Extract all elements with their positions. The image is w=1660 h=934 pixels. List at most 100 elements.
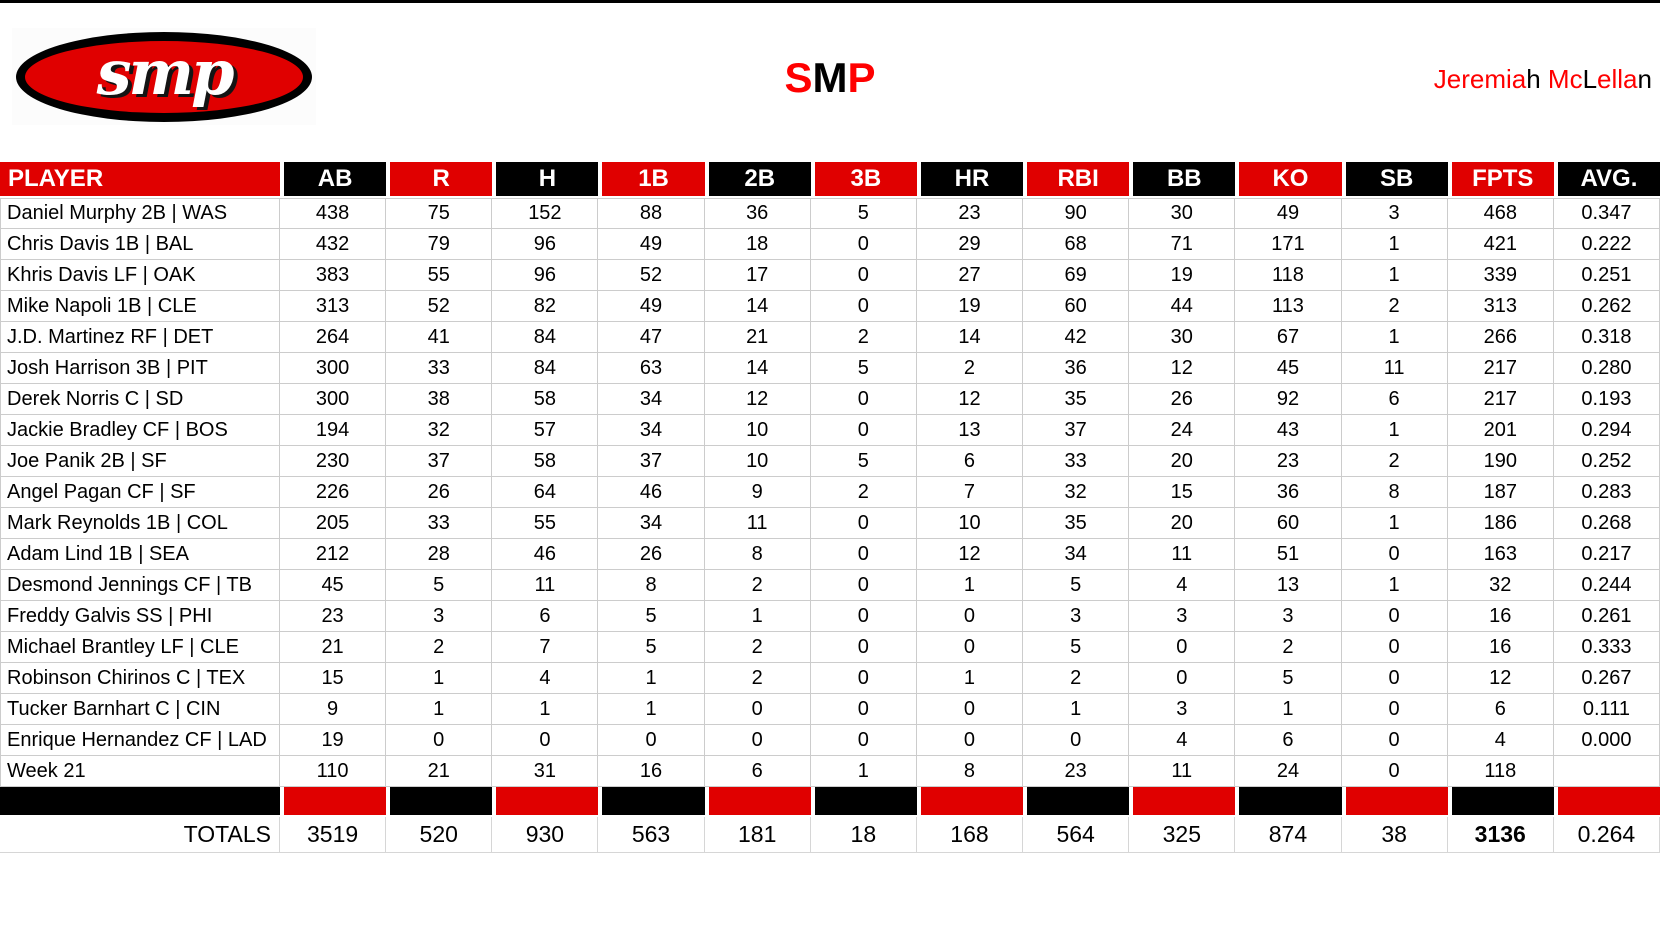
stat-cell-sb: 1	[1341, 570, 1448, 601]
stat-cell-sb: 8	[1341, 477, 1448, 508]
stat-cell-sb: 1	[1341, 229, 1448, 260]
stat-cell-3b: 0	[810, 384, 917, 415]
stat-cell-hr: 14	[916, 322, 1024, 353]
text-segment: Mc	[1540, 64, 1583, 94]
stat-cell-ko: 67	[1235, 322, 1342, 353]
stat-cell-avg: 0.262	[1553, 291, 1660, 322]
stat-cell-h: 31	[492, 756, 599, 787]
stat-cell-rbi: 5	[1023, 632, 1130, 663]
stat-cell-h: 46	[492, 539, 599, 570]
stat-cell-r: 26	[386, 477, 493, 508]
stat-cell-hr: 12	[916, 384, 1024, 415]
stat-cell-h: 57	[492, 415, 599, 446]
totals-cell-h: 930	[492, 817, 599, 853]
stat-cell-ab: 212	[280, 539, 387, 570]
stat-cell-fpts: 468	[1447, 198, 1554, 229]
stat-cell-3b: 0	[810, 539, 917, 570]
stat-cell-ab: 205	[280, 508, 387, 539]
stat-cell-3b: 0	[810, 415, 917, 446]
stat-cell-1b: 34	[598, 415, 705, 446]
stat-cell-2b: 2	[704, 570, 811, 601]
stat-cell-hr: 1	[916, 663, 1024, 694]
stripe-cell	[492, 787, 599, 817]
stat-cell-hr: 6	[916, 446, 1024, 477]
stat-cell-ko: 3	[1235, 601, 1342, 632]
stat-cell-bb: 24	[1129, 415, 1236, 446]
stat-cell-3b: 0	[810, 601, 917, 632]
stat-cell-rbi: 34	[1023, 539, 1130, 570]
stat-cell-2b: 6	[704, 756, 811, 787]
stat-cell-r: 5	[386, 570, 493, 601]
stat-cell-hr: 0	[916, 601, 1024, 632]
stripe-cell	[916, 787, 1024, 817]
stat-cell-hr: 2	[916, 353, 1024, 384]
stat-cell-bb: 30	[1129, 198, 1236, 229]
stat-cell-avg: 0.318	[1553, 322, 1660, 353]
stripe-cell	[1553, 787, 1660, 817]
stat-cell-h: 84	[492, 353, 599, 384]
stat-cell-avg: 0.268	[1553, 508, 1660, 539]
stat-cell-sb: 1	[1341, 260, 1448, 291]
stat-cell-bb: 3	[1129, 694, 1236, 725]
totals-cell-bb: 325	[1129, 817, 1236, 853]
stat-cell-rbi: 5	[1023, 570, 1130, 601]
stat-cell-rbi: 35	[1023, 384, 1130, 415]
stat-cell-avg: 0.267	[1553, 663, 1660, 694]
totals-cell-rbi: 564	[1023, 817, 1130, 853]
stat-cell-fpts: 217	[1447, 384, 1554, 415]
smp-logo-text: smp	[96, 35, 235, 109]
stat-cell-sb: 0	[1341, 725, 1448, 756]
totals-cell-ab: 3519	[280, 817, 387, 853]
stat-cell-bb: 4	[1129, 570, 1236, 601]
stat-cell-h: 82	[492, 291, 599, 322]
stat-cell-ko: 49	[1235, 198, 1342, 229]
column-header-rbi: RBI	[1023, 162, 1130, 198]
stat-cell-bb: 0	[1129, 632, 1236, 663]
text-segment: L	[1582, 64, 1598, 94]
owner-name: Jeremiah McLellan	[1434, 64, 1652, 95]
stat-cell-fpts: 6	[1447, 694, 1554, 725]
stat-cell-avg: 0.347	[1553, 198, 1660, 229]
stat-cell-bb: 26	[1129, 384, 1236, 415]
stat-cell-rbi: 60	[1023, 291, 1130, 322]
stat-cell-fpts: 190	[1447, 446, 1554, 477]
totals-label: TOTALS	[0, 817, 280, 853]
stat-cell-3b: 2	[810, 477, 917, 508]
player-cell: Joe Panik 2B | SF	[0, 446, 280, 477]
stat-cell-bb: 20	[1129, 446, 1236, 477]
stat-cell-hr: 23	[916, 198, 1024, 229]
text-segment: P	[847, 54, 876, 101]
stat-cell-sb: 3	[1341, 198, 1448, 229]
stat-cell-fpts: 16	[1447, 632, 1554, 663]
stat-cell-3b: 1	[810, 756, 917, 787]
stat-cell-h: 1	[492, 694, 599, 725]
stat-cell-bb: 44	[1129, 291, 1236, 322]
stat-cell-bb: 19	[1129, 260, 1236, 291]
stat-cell-bb: 20	[1129, 508, 1236, 539]
stat-cell-rbi: 3	[1023, 601, 1130, 632]
stat-cell-2b: 11	[704, 508, 811, 539]
stat-cell-fpts: 186	[1447, 508, 1554, 539]
stat-cell-ab: 300	[280, 353, 387, 384]
stat-cell-avg: 0.261	[1553, 601, 1660, 632]
stat-cell-bb: 12	[1129, 353, 1236, 384]
stat-cell-rbi: 32	[1023, 477, 1130, 508]
stat-cell-sb: 1	[1341, 322, 1448, 353]
stat-cell-2b: 17	[704, 260, 811, 291]
stat-cell-1b: 34	[598, 508, 705, 539]
stat-cell-ko: 113	[1235, 291, 1342, 322]
stat-cell-r: 33	[386, 353, 493, 384]
top-border	[0, 0, 1660, 3]
player-cell: Week 21	[0, 756, 280, 787]
column-header-r: R	[386, 162, 493, 198]
stat-cell-rbi: 35	[1023, 508, 1130, 539]
stat-cell-avg: 0.294	[1553, 415, 1660, 446]
stat-cell-2b: 2	[704, 663, 811, 694]
player-cell: J.D. Martinez RF | DET	[0, 322, 280, 353]
column-header-player: PLAYER	[0, 162, 280, 198]
stat-cell-h: 96	[492, 260, 599, 291]
stat-cell-1b: 34	[598, 384, 705, 415]
stat-cell-rbi: 23	[1023, 756, 1130, 787]
stat-cell-avg: 0.217	[1553, 539, 1660, 570]
stat-cell-3b: 0	[810, 663, 917, 694]
